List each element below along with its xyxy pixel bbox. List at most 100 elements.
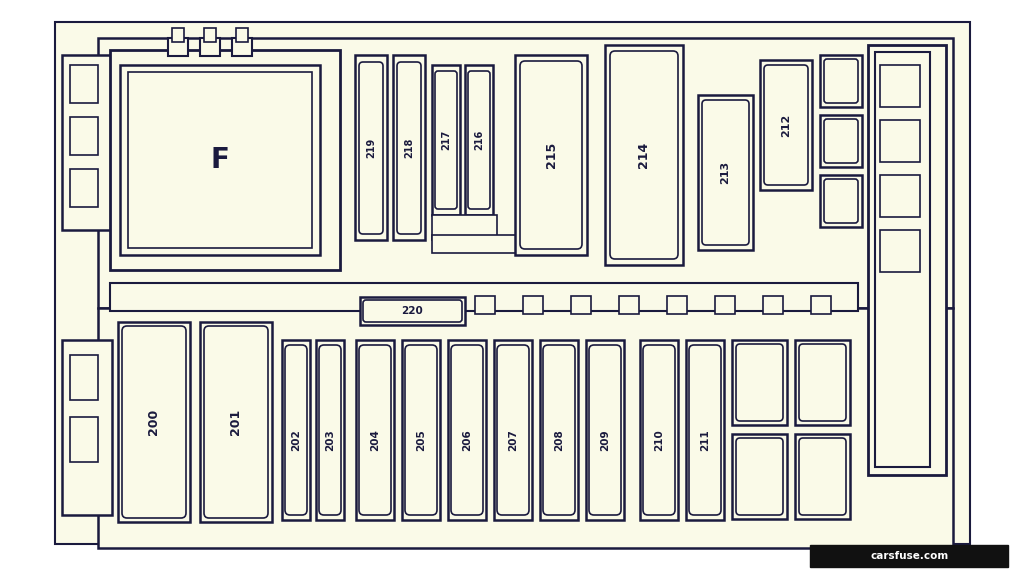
Bar	[204, 28, 216, 42]
Bar	[667, 296, 687, 314]
Bar	[432, 235, 552, 253]
FancyBboxPatch shape	[204, 326, 268, 518]
Bar	[120, 65, 319, 255]
FancyBboxPatch shape	[799, 344, 846, 421]
Bar	[110, 50, 340, 270]
FancyBboxPatch shape	[520, 61, 582, 249]
FancyBboxPatch shape	[543, 345, 575, 515]
Text: 200: 200	[147, 409, 161, 435]
Bar	[698, 95, 753, 250]
Bar	[874, 52, 930, 467]
Bar	[236, 28, 248, 42]
Bar	[393, 55, 425, 240]
FancyBboxPatch shape	[122, 326, 186, 518]
Bar	[55, 22, 970, 544]
Bar	[686, 340, 724, 520]
Bar	[465, 65, 493, 215]
Bar	[98, 308, 953, 548]
Bar	[62, 55, 112, 230]
FancyBboxPatch shape	[435, 71, 457, 209]
FancyBboxPatch shape	[824, 179, 858, 223]
Bar	[449, 340, 486, 520]
Text: 215: 215	[545, 142, 557, 168]
Bar	[640, 340, 678, 520]
Text: 208: 208	[554, 429, 564, 451]
Bar	[70, 65, 98, 103]
FancyBboxPatch shape	[406, 345, 437, 515]
Bar	[282, 340, 310, 520]
Bar	[200, 322, 272, 522]
Bar	[820, 115, 862, 167]
Text: 209: 209	[600, 429, 610, 451]
Bar	[70, 169, 98, 207]
Bar	[515, 55, 587, 255]
Bar	[316, 340, 344, 520]
Text: F: F	[211, 146, 229, 174]
FancyBboxPatch shape	[285, 345, 307, 515]
FancyBboxPatch shape	[643, 345, 675, 515]
Bar	[70, 417, 98, 462]
Bar	[523, 296, 543, 314]
FancyBboxPatch shape	[736, 344, 783, 421]
Bar	[810, 545, 1008, 567]
Bar	[110, 283, 858, 311]
FancyBboxPatch shape	[468, 71, 490, 209]
FancyBboxPatch shape	[610, 51, 678, 259]
Bar	[432, 65, 460, 215]
Bar	[360, 297, 465, 325]
Bar	[402, 340, 440, 520]
Bar	[172, 28, 184, 42]
Bar	[355, 55, 387, 240]
Bar	[760, 60, 812, 190]
FancyBboxPatch shape	[319, 345, 341, 515]
Text: 212: 212	[781, 113, 791, 137]
Bar	[880, 175, 920, 217]
FancyBboxPatch shape	[589, 345, 621, 515]
Bar	[356, 340, 394, 520]
FancyBboxPatch shape	[359, 62, 383, 234]
FancyBboxPatch shape	[451, 345, 483, 515]
Bar	[70, 355, 98, 400]
Text: carsfuse.com: carsfuse.com	[870, 551, 949, 561]
Bar	[128, 72, 312, 248]
Bar	[795, 340, 850, 425]
Text: 206: 206	[462, 429, 472, 451]
FancyBboxPatch shape	[362, 300, 462, 322]
Bar	[880, 230, 920, 272]
Text: 204: 204	[370, 429, 380, 451]
FancyBboxPatch shape	[689, 345, 721, 515]
Text: 217: 217	[441, 130, 451, 150]
Text: 202: 202	[291, 429, 301, 451]
FancyBboxPatch shape	[397, 62, 421, 234]
Bar	[605, 45, 683, 265]
Text: 218: 218	[404, 138, 414, 158]
Bar	[732, 340, 787, 425]
Bar	[200, 38, 220, 56]
Bar	[232, 38, 252, 56]
Bar	[618, 296, 639, 314]
Bar	[811, 296, 831, 314]
FancyBboxPatch shape	[799, 438, 846, 515]
Bar	[763, 296, 783, 314]
FancyBboxPatch shape	[497, 345, 529, 515]
Text: 203: 203	[325, 429, 335, 451]
FancyBboxPatch shape	[736, 438, 783, 515]
Bar	[540, 340, 578, 520]
Bar	[715, 296, 735, 314]
Text: 210: 210	[654, 429, 664, 451]
FancyBboxPatch shape	[702, 100, 749, 245]
Bar	[494, 340, 532, 520]
Bar	[880, 65, 920, 107]
Text: 205: 205	[416, 429, 426, 451]
Bar	[586, 340, 624, 520]
Bar	[168, 38, 188, 56]
Text: 216: 216	[474, 130, 484, 150]
FancyBboxPatch shape	[764, 65, 808, 185]
FancyBboxPatch shape	[824, 59, 858, 103]
Bar	[118, 322, 190, 522]
Text: 220: 220	[401, 306, 423, 316]
Bar	[820, 55, 862, 107]
Bar	[432, 215, 497, 240]
FancyBboxPatch shape	[824, 119, 858, 163]
Text: 214: 214	[638, 142, 650, 168]
